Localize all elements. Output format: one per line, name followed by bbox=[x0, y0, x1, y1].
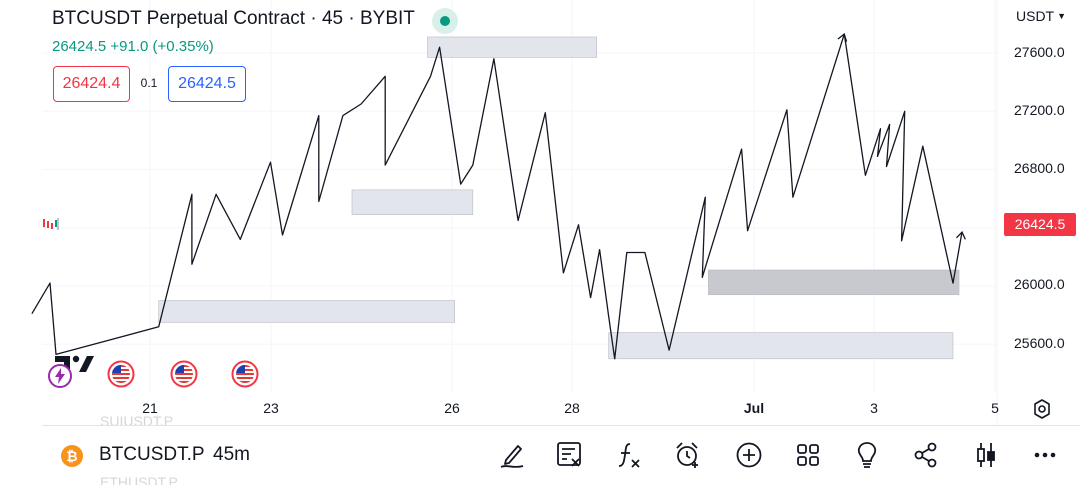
lightning-icon[interactable] bbox=[46, 362, 74, 390]
symbol-list-ghost-above: SUIUSDT.P bbox=[100, 413, 174, 425]
zone-rect[interactable] bbox=[708, 269, 960, 296]
currency-label: USDT bbox=[1016, 8, 1055, 24]
alert-icon[interactable] bbox=[673, 440, 703, 470]
x-tick: 3 bbox=[870, 400, 878, 416]
interval-button[interactable]: 45m bbox=[213, 444, 250, 465]
axis-settings-icon[interactable] bbox=[1031, 398, 1053, 420]
spread-value: 0.1 bbox=[140, 76, 158, 90]
x-tick: Jul bbox=[743, 400, 765, 416]
series-line[interactable] bbox=[31, 33, 963, 360]
notes-icon[interactable] bbox=[555, 440, 585, 470]
y-tick: 26000.0 bbox=[1014, 276, 1065, 292]
price-change: 26424.5 +91.0 (+0.35%) bbox=[52, 38, 214, 55]
y-tick: 25600.0 bbox=[1014, 335, 1065, 351]
ideas-icon[interactable] bbox=[852, 440, 882, 470]
mini-candles-icon bbox=[43, 218, 59, 230]
currency-selector[interactable]: USDT ▼ bbox=[1016, 8, 1066, 24]
chevron-down-icon: ▼ bbox=[1057, 11, 1067, 21]
arrow-head bbox=[837, 32, 848, 42]
x-tick: 21 bbox=[142, 400, 158, 416]
x-tick: 28 bbox=[564, 400, 580, 416]
zone-layer bbox=[158, 36, 960, 360]
current-price-badge: 26424.5 bbox=[1004, 213, 1076, 236]
chart-title[interactable]: BTCUSDT Perpetual Contract · 45 · BYBIT bbox=[52, 8, 415, 29]
x-tick: 23 bbox=[263, 400, 279, 416]
status-dot-icon bbox=[440, 16, 450, 26]
sell-button[interactable]: 26424.4 bbox=[53, 66, 130, 102]
buy-button[interactable]: 26424.5 bbox=[168, 66, 246, 102]
more-icon[interactable] bbox=[1030, 440, 1060, 470]
market-status-indicator[interactable] bbox=[432, 8, 458, 34]
y-tick: 26800.0 bbox=[1014, 160, 1065, 176]
chart-type-icon[interactable] bbox=[971, 440, 1001, 470]
y-tick: 27200.0 bbox=[1014, 102, 1065, 118]
bottom-toolbar bbox=[42, 425, 1080, 485]
x-tick: 26 bbox=[444, 400, 460, 416]
line-layer bbox=[31, 32, 966, 360]
chart-grid bbox=[42, 0, 997, 392]
bitcoin-icon: ₿ bbox=[61, 445, 83, 467]
add-icon[interactable] bbox=[734, 440, 764, 470]
layouts-icon[interactable] bbox=[793, 440, 823, 470]
share-icon[interactable] bbox=[911, 440, 941, 470]
price-chart[interactable] bbox=[0, 0, 1080, 425]
indicators-icon[interactable] bbox=[614, 440, 644, 470]
zone-rect[interactable] bbox=[427, 36, 597, 58]
symbol-button[interactable]: BTCUSDT.P bbox=[99, 444, 205, 465]
flag-us-icon[interactable] bbox=[107, 360, 135, 388]
arrow-head bbox=[955, 230, 966, 240]
draw-icon[interactable] bbox=[497, 440, 527, 470]
flag-us-icon[interactable] bbox=[170, 360, 198, 388]
zone-rect[interactable] bbox=[608, 332, 954, 360]
flag-us-icon[interactable] bbox=[231, 360, 259, 388]
zone-rect[interactable] bbox=[158, 300, 455, 323]
x-tick: 5 bbox=[991, 400, 999, 416]
symbol-list-ghost-below: ETHUSDT.P bbox=[100, 475, 178, 485]
zone-rect[interactable] bbox=[351, 189, 474, 215]
y-tick: 27600.0 bbox=[1014, 44, 1065, 60]
